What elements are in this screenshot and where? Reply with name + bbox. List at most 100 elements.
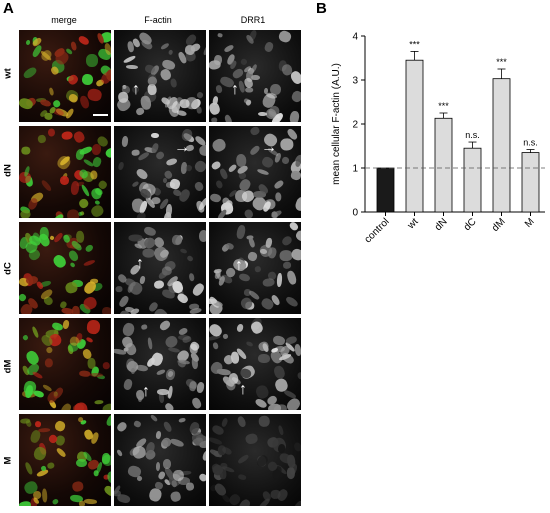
cell-blob [135, 364, 149, 373]
cell-blob [248, 126, 261, 137]
cell-blob [86, 319, 101, 335]
cell-blob [25, 39, 32, 46]
bar-wt [405, 59, 424, 213]
micrograph-dc-f-actin: ↑ [114, 222, 206, 314]
cell-blob [263, 40, 275, 53]
cell-blob [294, 229, 301, 244]
cell-blob [274, 192, 282, 202]
cell-arrow-icon: → [174, 139, 190, 156]
cell-blob [44, 358, 53, 368]
cell-arrow-icon: ↑ [239, 381, 247, 398]
cell-blob [277, 425, 285, 436]
significance-label: *** [409, 39, 420, 49]
cell-blob [156, 470, 166, 480]
cell-blob [131, 149, 140, 157]
bar-chart: 0 1 2 3 4 mean cellular F-actin (A.U.) control… [331, 32, 545, 245]
cell-blob [48, 88, 55, 97]
cell-blob [150, 351, 165, 367]
cell-blob [276, 272, 283, 287]
cell-blob [77, 34, 91, 47]
cell-blob [89, 372, 103, 377]
cell-blob [153, 280, 165, 290]
cell-blob [135, 166, 150, 181]
cell-blob [292, 440, 301, 453]
cell-blob [198, 440, 206, 450]
cell-arrow-icon: ↑ [235, 257, 243, 274]
cell-blob [193, 134, 206, 148]
cell-blob [125, 64, 138, 70]
cell-blob [244, 432, 259, 445]
cell-blob [259, 416, 271, 428]
cell-blob [240, 57, 249, 66]
cell-blob [101, 306, 111, 314]
cell-blob [168, 178, 181, 190]
cell-blob [21, 334, 29, 341]
cell-blob [85, 336, 95, 345]
cell-blob [289, 247, 301, 263]
cell-blob [211, 116, 218, 122]
cell-blob [104, 146, 111, 160]
cell-blob [50, 253, 68, 271]
cell-blob [175, 109, 187, 118]
cell-blob [33, 389, 45, 399]
column-header-merge: merge [51, 15, 77, 25]
cell-blob [227, 163, 238, 173]
y-tick-label: 4 [352, 32, 358, 43]
cell-blob [21, 66, 38, 81]
cell-blob [242, 208, 255, 218]
cell-arrow-icon: ↑ [231, 81, 239, 98]
cell-blob [156, 368, 166, 376]
cell-blob [140, 324, 148, 331]
micrograph-dn-f-actin: → [114, 126, 206, 218]
cell-blob [116, 420, 129, 434]
cell-blob [85, 54, 99, 68]
column-header-drr1: DRR1 [240, 15, 266, 25]
cell-blob [283, 294, 300, 309]
cell-blob [41, 488, 48, 503]
cell-blob [55, 446, 67, 458]
cell-blob [221, 332, 229, 340]
cell-blob [105, 469, 111, 485]
cell-blob [59, 175, 70, 186]
cell-blob [31, 325, 41, 339]
cell-blob [130, 445, 148, 461]
cell-blob [31, 371, 43, 381]
micrograph-dn-drr1: → [209, 126, 301, 218]
column-header-f-actin: F-actin [144, 15, 172, 25]
cell-blob [36, 134, 47, 144]
micrograph-m-f-actin [114, 414, 206, 506]
cell-blob [169, 437, 185, 449]
cell-blob [102, 402, 111, 410]
cell-blob [236, 414, 248, 428]
y-tick-label: 1 [352, 164, 358, 175]
cell-arrow-icon: ↑ [132, 81, 140, 98]
cell-blob [280, 156, 291, 166]
cell-blob [272, 179, 285, 191]
cell-blob [91, 156, 103, 169]
cell-blob [104, 414, 111, 428]
cell-blob [245, 87, 254, 93]
cell-blob [71, 480, 84, 493]
cell-blob [67, 248, 80, 263]
cell-blob [196, 90, 205, 99]
cell-blob [201, 449, 206, 462]
cell-blob [162, 420, 174, 434]
cell-blob [209, 192, 223, 204]
cell-blob [21, 146, 31, 155]
cell-blob [89, 204, 106, 218]
bar-m [521, 152, 540, 213]
cell-blob [39, 98, 52, 108]
cell-blob [182, 334, 193, 344]
cell-blob [89, 278, 98, 284]
cell-blob [186, 254, 195, 263]
cell-blob [230, 351, 240, 365]
micrograph-dc-drr1: ↑ [209, 222, 301, 314]
x-tick-label: dN [433, 216, 450, 233]
row-label-m: M [2, 456, 14, 465]
micrograph-dc-merge [19, 222, 111, 314]
cell-blob [193, 158, 206, 174]
cell-blob [164, 368, 176, 382]
panel-b-letter: B [316, 0, 327, 17]
cell-blob [245, 341, 254, 349]
cell-blob [176, 291, 190, 305]
